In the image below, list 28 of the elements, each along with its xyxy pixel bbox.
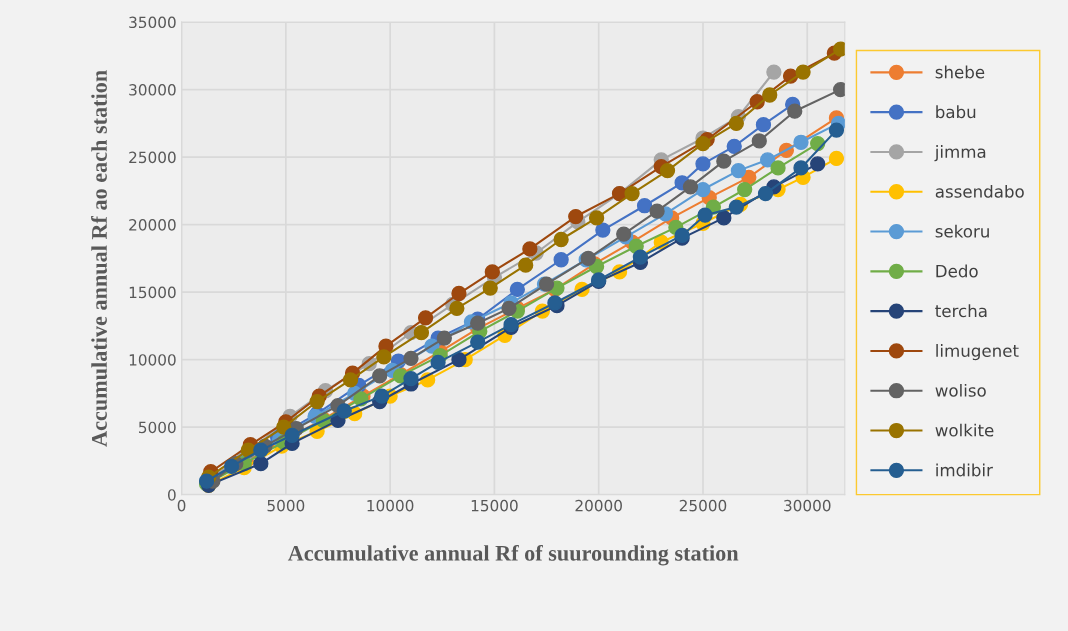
legend-label: woliso [935,383,986,397]
x-tick-label: 30000 [784,499,831,512]
legend-label: babu [936,105,976,119]
y-tick-label: 10000 [129,354,176,366]
y-tick-label: 25000 [129,151,176,164]
x-tick-label: 20000 [575,499,622,512]
x-axis-title: Accumulative annual Rf of suurounding station [287,544,739,566]
y-tick-label: 0 [167,489,176,501]
y-tick-label: 5000 [139,421,176,434]
x-tick-label: 5000 [267,499,305,512]
legend-label: Dedo [936,264,978,278]
legend-label: jimma [934,145,986,162]
legend-label: assendabo [935,184,1024,198]
x-tick-label: 25000 [679,499,727,512]
y-axis-title: Accumulative annual Rf ao each station [91,70,107,447]
legend-label: wolkite [935,423,994,437]
legend-label: shebe [935,65,985,79]
legend-label: imdibir [936,463,993,477]
legend-label: limugenet [936,344,1019,361]
y-tick-label: 20000 [129,219,176,231]
x-tick-label: 10000 [367,499,414,512]
y-tick-label: 15000 [129,286,176,299]
legend-label: sekoru [935,224,989,238]
legend-label: tercha [935,304,987,318]
y-tick-label: 30000 [129,84,176,96]
y-tick-label: 35000 [129,16,176,29]
x-tick-label: 0 [177,499,186,512]
x-tick-label: 15000 [471,499,518,512]
